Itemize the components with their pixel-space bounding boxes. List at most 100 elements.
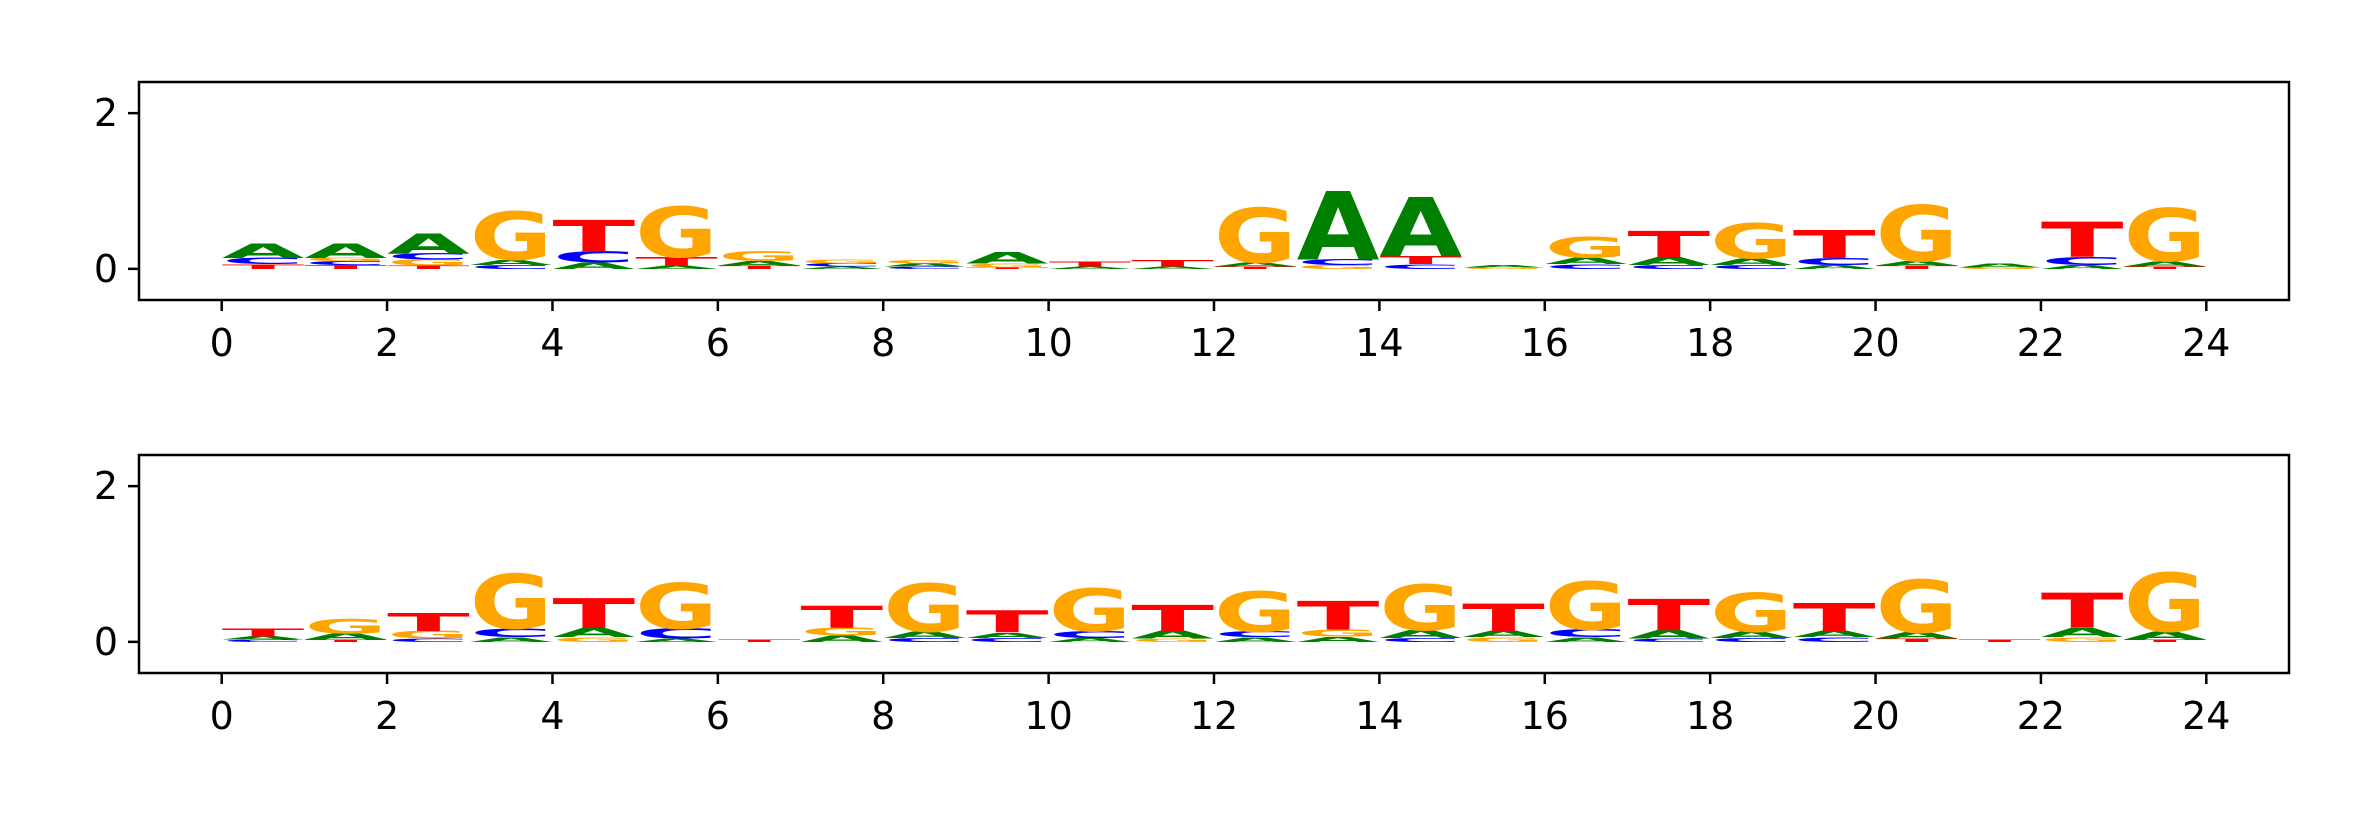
logo-letter-A-pos-3: A bbox=[470, 258, 553, 267]
x-tick-label: 2 bbox=[375, 321, 399, 365]
logo-letter-G-pos-2: G bbox=[387, 629, 470, 641]
logo-letter-T-pos-10: T bbox=[1049, 260, 1132, 269]
logo-letter-A-pos-6: A bbox=[718, 260, 801, 267]
logo-letter-G-pos-2: G bbox=[387, 258, 470, 268]
logo-letter-A-pos-16: A bbox=[1545, 256, 1628, 266]
logo-letter-C-pos-5: C bbox=[635, 626, 718, 642]
logo-letter-T-pos-12: T bbox=[1214, 266, 1297, 270]
logo-letter-T-pos-11: T bbox=[1131, 259, 1214, 269]
logo-letter-G-pos-16: G bbox=[1545, 569, 1628, 646]
logo-letter-A-pos-10: A bbox=[1049, 637, 1132, 643]
logo-letter-C-pos-2: C bbox=[387, 252, 470, 262]
logo-letter-A-pos-8: A bbox=[883, 630, 966, 640]
logo-letter-A-pos-13: A bbox=[1297, 173, 1380, 282]
logo-letter-G-pos-18: G bbox=[1710, 583, 1793, 645]
logo-letter-C-pos-9: C bbox=[966, 637, 1049, 643]
logo-letter-A-pos-18: A bbox=[1710, 630, 1793, 640]
x-tick-label: 22 bbox=[2017, 321, 2065, 365]
logo-letter-T-pos-21: T bbox=[1958, 639, 2041, 643]
logo-letter-G-pos-8: G bbox=[883, 571, 966, 648]
logo-letter-T-pos-1: T bbox=[304, 264, 387, 270]
x-tick-label: 4 bbox=[540, 694, 564, 738]
x-axis: 0 2 4 6 8 10 12 14 16 18 20 22 24 bbox=[210, 300, 2230, 365]
logo-letter-A-pos-17: A bbox=[1627, 255, 1710, 267]
x-tick-label: 12 bbox=[1190, 321, 1238, 365]
logo-letter-T-pos-17: T bbox=[1627, 225, 1710, 266]
x-tick-label: 6 bbox=[706, 694, 730, 738]
logo-letter-G-pos-13: G bbox=[1297, 628, 1380, 639]
logo-letter-T-pos-9: T bbox=[966, 267, 1049, 269]
x-tick-label: 2 bbox=[375, 694, 399, 738]
logo-letter-C-pos-19: C bbox=[1793, 636, 1876, 643]
x-tick-label: 4 bbox=[540, 321, 564, 365]
logo-letter-T-pos-0: T bbox=[222, 263, 305, 270]
logo-letter-C-pos-7: C bbox=[801, 263, 884, 268]
x-axis: 0 2 4 6 8 10 12 14 16 18 20 22 24 bbox=[210, 673, 2230, 738]
logo-letter-G-pos-4: G bbox=[552, 636, 635, 643]
logo-letter-T-pos-4: T bbox=[552, 212, 635, 261]
logo-letter-T-pos-13: T bbox=[1297, 593, 1380, 639]
logo-letter-A-pos-10: A bbox=[1049, 266, 1132, 270]
logo-letter-A-pos-17: A bbox=[1627, 628, 1710, 642]
y-tick-label: 2 bbox=[94, 464, 118, 508]
logo-letter-T-pos-19: T bbox=[1793, 223, 1876, 267]
logo-letter-A-pos-20: A bbox=[1876, 631, 1959, 641]
logo-letter-C-pos-14: C bbox=[1379, 637, 1462, 643]
x-tick-label: 8 bbox=[871, 321, 895, 365]
logo-letter-G-pos-23: G bbox=[2124, 194, 2207, 278]
logo-letter-T-pos-11: T bbox=[1131, 599, 1214, 640]
logo-letter-G-pos-12: G bbox=[1214, 194, 1297, 281]
y-tick-label: 0 bbox=[94, 620, 118, 664]
x-tick-label: 24 bbox=[2182, 321, 2230, 365]
logo-letter-T-pos-0: T bbox=[222, 627, 305, 639]
logo-letter-T-pos-7: T bbox=[801, 600, 884, 635]
x-tick-label: 10 bbox=[1024, 321, 1072, 365]
logo-letter-G-pos-20: G bbox=[1876, 566, 1959, 650]
logo-letter-C-pos-4: C bbox=[552, 248, 635, 267]
logo-letter-T-pos-20: T bbox=[1876, 265, 1959, 270]
x-tick-label: 24 bbox=[2182, 694, 2230, 738]
logo-letter-G-pos-11: G bbox=[1131, 638, 1214, 643]
logo-letter-G-pos-10: G bbox=[1049, 577, 1132, 645]
logo-letter-G-pos-21: G bbox=[1958, 267, 2041, 269]
logo-letter-T-pos-5: T bbox=[635, 255, 718, 269]
logo-letter-C-pos-1: C bbox=[304, 260, 387, 266]
logo-letter-A-pos-9: A bbox=[966, 249, 1049, 268]
logo-letter-G-pos-14: G bbox=[1379, 572, 1462, 645]
x-tick-label: 0 bbox=[210, 321, 234, 365]
logo-letter-T-pos-4: T bbox=[552, 591, 635, 638]
logo-letter-A-pos-22: A bbox=[2041, 625, 2124, 640]
logo-letter-G-pos-7: G bbox=[801, 626, 884, 638]
x-tick-label: 22 bbox=[2017, 694, 2065, 738]
x-tick-label: 20 bbox=[1851, 694, 1899, 738]
logo-letter-T-pos-22: T bbox=[2041, 212, 2124, 268]
logo-letter-G-pos-9: G bbox=[966, 262, 1049, 268]
logo-letter-T-pos-20: T bbox=[1876, 638, 1959, 643]
logo-letter-T-pos-22: T bbox=[2041, 583, 2124, 639]
logo-letter-T-pos-23: T bbox=[2124, 266, 2207, 270]
logo-letter-G-pos-5: G bbox=[635, 571, 718, 644]
x-tick-label: 10 bbox=[1024, 694, 1072, 738]
logo-letter-A-pos-16: A bbox=[1545, 636, 1628, 643]
logo-letter-C-pos-16: C bbox=[1545, 263, 1628, 270]
logo-letter-C-pos-17: C bbox=[1627, 638, 1710, 643]
logo-letter-G-pos-22: G bbox=[2041, 636, 2124, 643]
logo-letter-C-pos-2: C bbox=[387, 638, 470, 643]
logo-letter-G-pos-13: G bbox=[1297, 264, 1380, 270]
y-axis: 02 bbox=[94, 91, 139, 291]
logo-letter-C-pos-8: C bbox=[883, 266, 966, 270]
logo-letter-A-pos-11: A bbox=[1131, 629, 1214, 641]
logo-letter-A-pos-7: A bbox=[801, 634, 884, 644]
logo-letter-C-pos-12: C bbox=[1214, 630, 1297, 639]
logo-letter-G-pos-7: G bbox=[801, 258, 884, 264]
logo-letter-A-pos-7: A bbox=[801, 266, 884, 270]
logo-letter-G-pos-18: G bbox=[1710, 214, 1793, 270]
logo-letter-A-pos-0: A bbox=[222, 240, 306, 262]
x-tick-label: 14 bbox=[1355, 321, 1403, 365]
logo-letter-C-pos-22: C bbox=[2041, 255, 2124, 267]
logo-letter-G-pos-3: G bbox=[470, 199, 553, 276]
y-tick-label: 0 bbox=[94, 247, 118, 291]
